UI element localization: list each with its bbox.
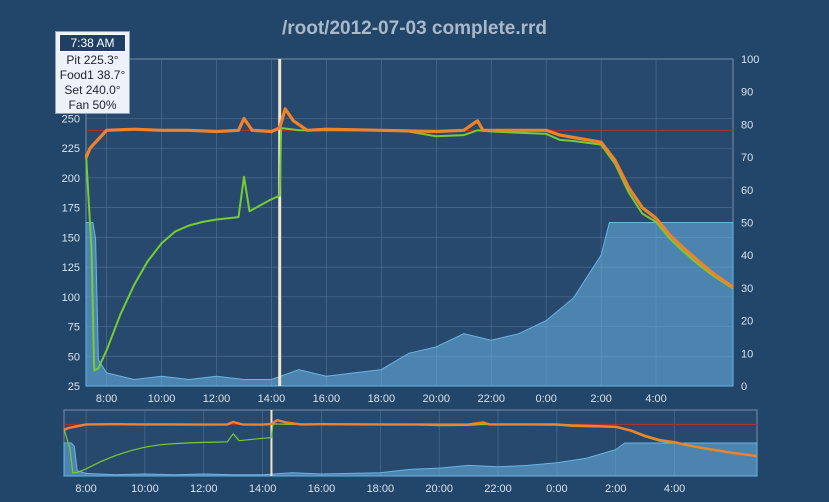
y-right-tick-label: 60 bbox=[741, 185, 753, 197]
nav-x-tick-label: 20:00 bbox=[425, 483, 453, 495]
x-tick-label: 14:00 bbox=[258, 393, 286, 405]
tooltip-fan: Fan 50% bbox=[68, 98, 117, 112]
y-left-tick-label: 125 bbox=[62, 262, 80, 274]
x-tick-label: 0:00 bbox=[535, 393, 556, 405]
y-right-tick-label: 20 bbox=[741, 316, 753, 328]
x-tick-label: 4:00 bbox=[645, 393, 666, 405]
nav-x-tick-label: 0:00 bbox=[546, 483, 567, 495]
y-left-tick-label: 150 bbox=[62, 232, 80, 244]
overview-navigator[interactable]: 8:00 10:00 12:00 14:00 16:00 18:00 20:00 22:00 0… bbox=[63, 409, 758, 495]
nav-x-tick-label: 18:00 bbox=[367, 483, 395, 495]
y-left-tick-label: 200 bbox=[62, 173, 80, 185]
x-tick-label: 16:00 bbox=[313, 393, 341, 405]
x-tick-label: 18:00 bbox=[368, 393, 396, 405]
y-right-tick-label: 80 bbox=[741, 119, 753, 131]
nav-x-tick-label: 12:00 bbox=[190, 483, 218, 495]
tooltip-food1: Food1 38.7° bbox=[59, 68, 126, 82]
y-right-tick-label: 70 bbox=[741, 152, 753, 164]
tooltip-set: Set 240.0° bbox=[64, 83, 121, 97]
y-left-tick-label: 100 bbox=[62, 292, 80, 304]
chart-title: /root/2012-07-03 complete.rrd bbox=[281, 18, 548, 39]
x-tick-label: 20:00 bbox=[423, 393, 451, 405]
nav-series-fan-area bbox=[63, 442, 758, 477]
nav-x-tick-label: 4:00 bbox=[664, 483, 685, 495]
y-left-tick-label: 225 bbox=[62, 143, 80, 155]
y-right-tick-label: 10 bbox=[741, 348, 753, 360]
series-pit-line bbox=[84, 107, 734, 289]
nav-series-pit-line bbox=[63, 418, 758, 458]
y-left-tick-label: 50 bbox=[68, 351, 80, 363]
series-fan-area bbox=[85, 222, 734, 387]
y-right-tick-label: 90 bbox=[741, 87, 753, 99]
x-tick-label: 22:00 bbox=[477, 393, 505, 405]
nav-x-tick-label: 8:00 bbox=[75, 483, 96, 495]
y-right-tick-label: 50 bbox=[741, 218, 753, 230]
tooltip-pit: Pit 225.3° bbox=[66, 53, 119, 67]
nav-x-tick-label: 10:00 bbox=[131, 483, 159, 495]
nav-x-tick-label: 2:00 bbox=[605, 483, 626, 495]
y-left-tick-label: 75 bbox=[68, 322, 80, 334]
y-right-tick-label: 0 bbox=[741, 381, 747, 393]
x-tick-label: 10:00 bbox=[148, 393, 176, 405]
x-tick-label: 8:00 bbox=[96, 393, 117, 405]
y-right-tick-label: 100 bbox=[741, 54, 759, 66]
y-left-tick-label: 250 bbox=[62, 113, 80, 125]
tooltip-time: 7:38 AM bbox=[59, 34, 126, 52]
hover-tooltip: 7:38 AM Pit 225.3° Food1 38.7° Set 240.0… bbox=[55, 31, 130, 114]
nav-x-tick-label: 14:00 bbox=[249, 483, 277, 495]
x-tick-label: 2:00 bbox=[590, 393, 611, 405]
y-right-tick-label: 30 bbox=[741, 283, 753, 295]
x-tick-label: 12:00 bbox=[203, 393, 231, 405]
nav-x-tick-label: 22:00 bbox=[484, 483, 512, 495]
y-left-tick-label: 25 bbox=[68, 381, 80, 393]
nav-x-tick-label: 16:00 bbox=[308, 483, 336, 495]
y-left-tick-label: 175 bbox=[62, 203, 80, 215]
main-plot[interactable]: 8:00 10:00 12:00 14:00 16:00 18:00 20:00 22:00 0… bbox=[62, 54, 760, 405]
y-right-tick-label: 40 bbox=[741, 250, 753, 262]
